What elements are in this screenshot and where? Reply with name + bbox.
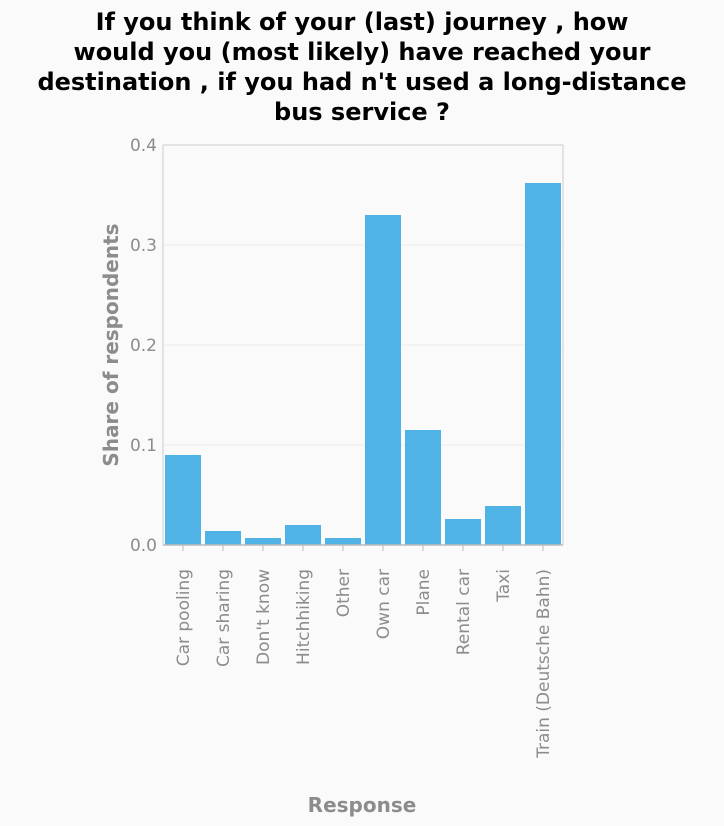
x-tick-label: Car sharing bbox=[214, 569, 234, 667]
bar bbox=[205, 531, 241, 545]
bar bbox=[485, 506, 521, 545]
x-axis-title: Response bbox=[308, 793, 417, 817]
bar bbox=[365, 215, 401, 545]
y-tick-label: 0.3 bbox=[130, 236, 157, 256]
chart-title-line-3: destination , if you had n't used a long… bbox=[37, 68, 686, 96]
y-tick-label: 0.4 bbox=[130, 136, 157, 156]
x-tick-label: Own car bbox=[374, 569, 394, 639]
y-tick-labels: 0.0 0.1 0.2 0.3 0.4 bbox=[130, 136, 157, 556]
x-tick-label: Car pooling bbox=[174, 569, 194, 666]
bar bbox=[525, 183, 561, 545]
bar bbox=[285, 525, 321, 545]
y-tick-label: 0.1 bbox=[130, 436, 157, 456]
y-tick-label: 0.2 bbox=[130, 336, 157, 356]
x-tick-label: Rental car bbox=[454, 569, 474, 655]
x-tick-label: Taxi bbox=[494, 569, 514, 603]
x-tick-label: Hitchhiking bbox=[294, 569, 314, 665]
y-axis-title: Share of respondents bbox=[99, 223, 123, 466]
chart-title-line-4: bus service ? bbox=[274, 98, 450, 126]
bar bbox=[405, 430, 441, 545]
x-tick-label: Don't know bbox=[254, 569, 274, 665]
chart-title-line-1: If you think of your (last) journey , ho… bbox=[96, 8, 629, 36]
x-tick-label: Train (Deutsche Bahn) bbox=[534, 569, 554, 759]
bars bbox=[165, 183, 561, 545]
x-tick-label: Other bbox=[334, 569, 354, 617]
bar bbox=[245, 538, 281, 545]
x-tick-labels: Car pooling Car sharing Don't know Hitchhik… bbox=[174, 569, 554, 759]
bar bbox=[445, 519, 481, 545]
y-tick-label: 0.0 bbox=[130, 536, 157, 556]
chart-title-line-2: would you (most likely) have reached you… bbox=[74, 38, 651, 66]
x-tick-label: Plane bbox=[414, 569, 434, 616]
bar bbox=[325, 538, 361, 545]
bar bbox=[165, 455, 201, 545]
axes bbox=[162, 144, 564, 551]
gridlines bbox=[163, 244, 563, 446]
